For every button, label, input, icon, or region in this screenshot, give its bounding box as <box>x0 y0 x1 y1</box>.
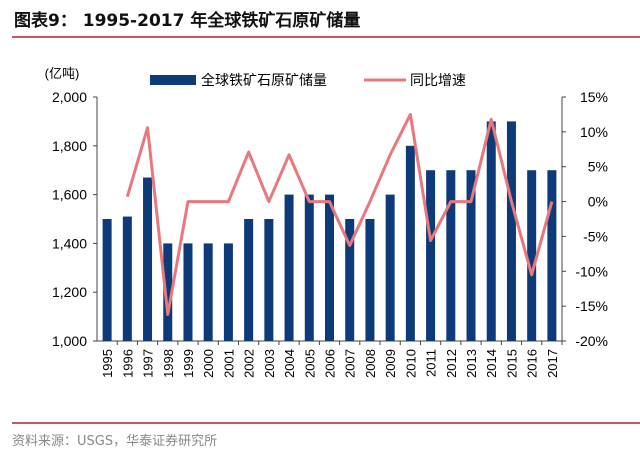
title-rule <box>12 36 640 38</box>
x-tick-label: 2003 <box>262 349 277 378</box>
x-tick-label: 1998 <box>161 349 176 378</box>
bar-1997 <box>143 177 153 341</box>
growth-line <box>125 112 554 317</box>
right-tick-label: -10% <box>575 263 608 279</box>
bar-2013 <box>466 170 476 341</box>
x-tick-label: 1996 <box>120 349 135 378</box>
right-tick-label: 5% <box>588 159 608 175</box>
x-tick-label: 2009 <box>383 349 398 378</box>
bar-2006 <box>325 194 334 341</box>
x-tick-label: 2000 <box>201 349 216 378</box>
bar-2016 <box>527 170 537 341</box>
source-rule <box>12 422 640 424</box>
x-tick-label: 2005 <box>302 349 317 378</box>
x-tick-label: 2004 <box>282 349 297 378</box>
x-tick-label: 1995 <box>100 349 115 378</box>
x-tick-label: 2011 <box>424 349 439 377</box>
x-tick-label: 2008 <box>363 349 378 378</box>
bar-2017 <box>547 170 557 341</box>
figure-title: 图表9： 1995-2017 年全球铁矿石原矿储量 <box>14 11 361 31</box>
bar-2007 <box>345 219 355 341</box>
right-tick-label: -20% <box>575 333 608 349</box>
x-tick-label: 2014 <box>484 349 499 378</box>
bar-1996 <box>122 216 132 341</box>
bar-2005 <box>304 194 314 341</box>
right-tick-label: -5% <box>583 228 608 244</box>
right-tick-label: 10% <box>580 124 608 140</box>
bar-1998 <box>163 243 173 341</box>
bar-1999 <box>183 243 193 341</box>
bar-2015 <box>506 121 516 342</box>
bar-2012 <box>446 170 456 341</box>
source-note: 资料来源：USGS，华泰证券研究所 <box>12 434 218 449</box>
left-tick-label: 1,000 <box>52 333 87 349</box>
bar-2011 <box>426 170 436 341</box>
x-tick-label: 2016 <box>525 349 540 378</box>
x-tick-label: 2001 <box>221 349 236 378</box>
left-tick-label: 1,400 <box>52 235 87 251</box>
bar-2001 <box>223 243 233 341</box>
x-tick-label: 2002 <box>242 349 257 378</box>
bar-2010 <box>405 145 415 341</box>
x-tick-label: 2012 <box>444 349 459 378</box>
left-tick-label: 1,600 <box>52 187 87 203</box>
x-tick-label: 2013 <box>464 349 479 378</box>
left-tick-label: 2,000 <box>52 89 87 105</box>
x-tick-label: 2007 <box>343 349 358 378</box>
legend-bar-swatch <box>150 75 196 85</box>
x-tick-label: 2010 <box>403 349 418 378</box>
legend-line-label: 同比增速 <box>410 72 466 88</box>
left-tick-label: 1,200 <box>52 284 87 300</box>
x-tick-label: 1999 <box>181 349 196 378</box>
x-tick-label: 2006 <box>323 349 338 378</box>
bar-2003 <box>264 219 274 341</box>
x-tick-label: 2015 <box>504 349 519 378</box>
left-axis-label: (亿吨) <box>45 66 80 81</box>
right-tick-label: -15% <box>575 298 608 314</box>
right-tick-label: 15% <box>580 89 608 105</box>
legend-bar-label: 全球铁矿石原矿储量 <box>201 72 327 88</box>
bar-2008 <box>365 219 375 341</box>
x-tick-label: 2017 <box>545 349 560 378</box>
left-tick-label: 1,800 <box>52 138 87 154</box>
chart-svg: (亿吨) 1,000 1,200 1,400 1,600 1,800 2,000 -20% -1… <box>45 66 608 378</box>
bar-2000 <box>203 243 213 341</box>
bar-2002 <box>244 219 254 341</box>
bar-2014 <box>486 121 496 342</box>
right-tick-label: 0% <box>588 194 608 210</box>
x-tick-label: 1997 <box>141 349 156 378</box>
bar-2009 <box>385 194 395 341</box>
bar-1995 <box>102 219 112 341</box>
bar-2004 <box>284 194 294 341</box>
